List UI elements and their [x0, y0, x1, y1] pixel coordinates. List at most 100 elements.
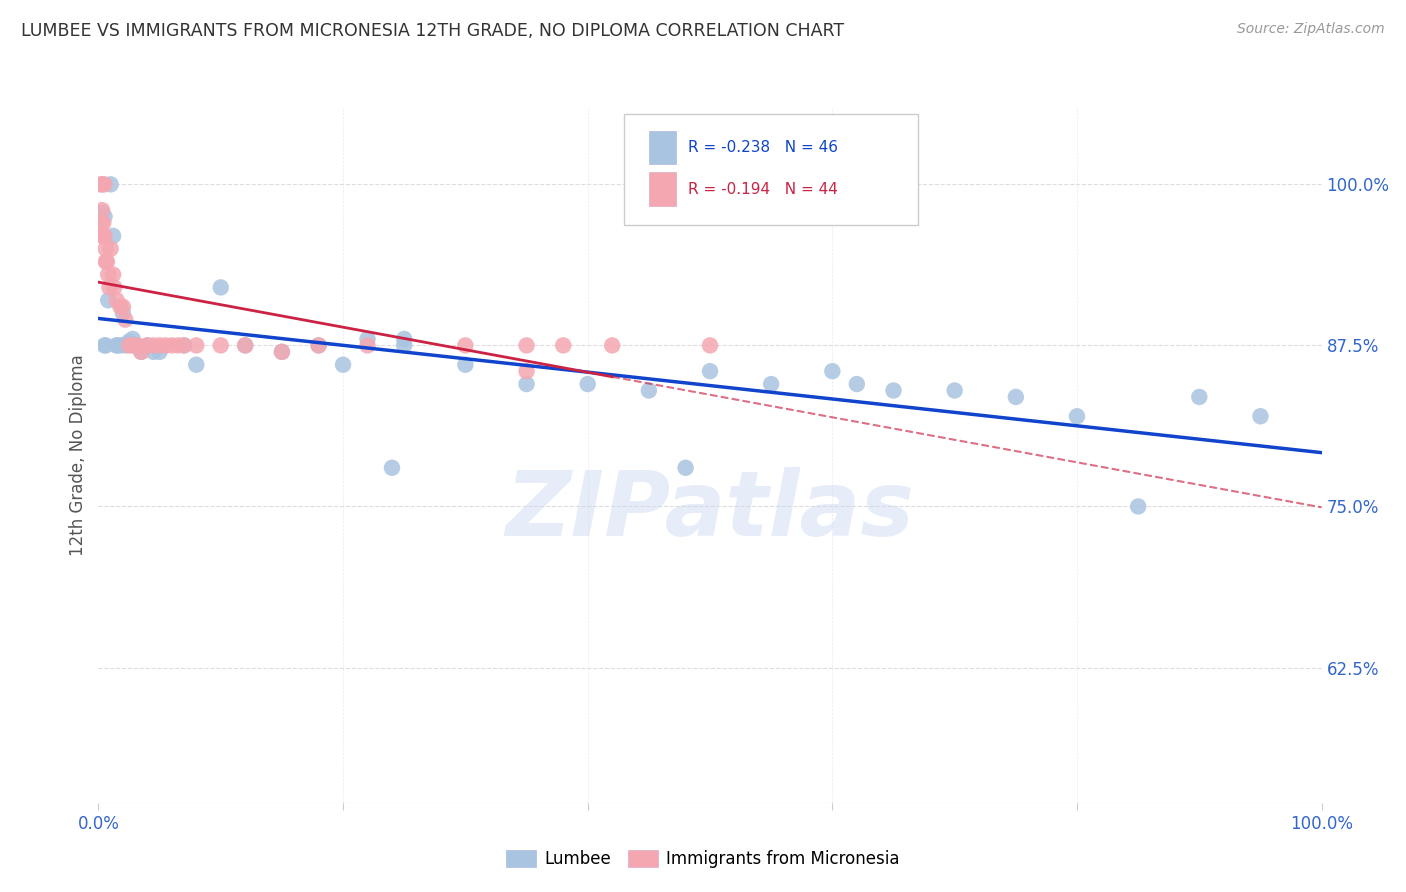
- Point: [91, 216, 114, 230]
- Point: [94, 254, 117, 268]
- Point: [675, 460, 697, 475]
- Point: [845, 377, 868, 392]
- Point: [105, 338, 128, 352]
- Point: [209, 338, 232, 352]
- Point: [308, 338, 330, 352]
- Point: [821, 364, 844, 378]
- Point: [1249, 409, 1271, 424]
- Point: [90, 216, 112, 230]
- Point: [97, 268, 120, 282]
- Point: [93, 178, 115, 192]
- FancyBboxPatch shape: [648, 172, 676, 206]
- Point: [129, 344, 152, 359]
- Point: [600, 338, 623, 352]
- Point: [94, 338, 117, 352]
- Point: [114, 312, 136, 326]
- Point: [1004, 390, 1026, 404]
- Point: [142, 344, 165, 359]
- Point: [98, 280, 121, 294]
- Point: [111, 306, 134, 320]
- Point: [93, 210, 115, 224]
- Point: [515, 338, 537, 352]
- Point: [392, 338, 416, 352]
- Point: [515, 377, 537, 392]
- Point: [149, 338, 172, 352]
- Point: [186, 338, 208, 352]
- Point: [943, 384, 966, 398]
- Point: [149, 344, 172, 359]
- Point: [454, 338, 477, 352]
- Point: [1188, 390, 1211, 404]
- Point: [91, 228, 114, 243]
- Point: [515, 364, 537, 378]
- Point: [91, 203, 114, 218]
- Point: [160, 338, 183, 352]
- Point: [173, 338, 195, 352]
- Point: [332, 358, 354, 372]
- Point: [101, 268, 124, 282]
- Point: [270, 344, 294, 359]
- Point: [167, 338, 190, 352]
- Text: Source: ZipAtlas.com: Source: ZipAtlas.com: [1237, 22, 1385, 37]
- Point: [100, 178, 122, 192]
- Point: [118, 338, 141, 352]
- FancyBboxPatch shape: [624, 114, 918, 226]
- Point: [91, 228, 114, 243]
- Point: [637, 384, 661, 398]
- Point: [381, 460, 404, 475]
- Point: [103, 280, 125, 294]
- Point: [186, 358, 208, 372]
- Point: [392, 332, 416, 346]
- Legend: Lumbee, Immigrants from Micronesia: Lumbee, Immigrants from Micronesia: [499, 843, 907, 875]
- Point: [356, 332, 378, 346]
- Point: [270, 344, 294, 359]
- Point: [454, 358, 477, 372]
- Point: [121, 332, 143, 346]
- Point: [576, 377, 599, 392]
- Point: [136, 338, 159, 352]
- Point: [129, 344, 152, 359]
- Point: [110, 300, 132, 314]
- Point: [96, 254, 118, 268]
- Point: [93, 228, 115, 243]
- Point: [105, 338, 128, 352]
- Text: R = -0.238   N = 46: R = -0.238 N = 46: [688, 140, 838, 155]
- Point: [356, 338, 378, 352]
- Point: [173, 338, 195, 352]
- Text: LUMBEE VS IMMIGRANTS FROM MICRONESIA 12TH GRADE, NO DIPLOMA CORRELATION CHART: LUMBEE VS IMMIGRANTS FROM MICRONESIA 12T…: [21, 22, 844, 40]
- Point: [233, 338, 256, 352]
- Point: [94, 242, 117, 256]
- Point: [118, 334, 141, 349]
- Point: [699, 364, 721, 378]
- Y-axis label: 12th Grade, No Diploma: 12th Grade, No Diploma: [69, 354, 87, 556]
- FancyBboxPatch shape: [648, 131, 676, 164]
- Point: [105, 293, 128, 308]
- Point: [114, 338, 136, 352]
- Point: [883, 384, 905, 398]
- Point: [699, 338, 721, 352]
- Point: [1128, 500, 1150, 514]
- Point: [91, 205, 114, 219]
- Point: [209, 280, 232, 294]
- Text: ZIPatlas: ZIPatlas: [506, 467, 914, 555]
- Point: [142, 338, 165, 352]
- Point: [1066, 409, 1088, 424]
- Point: [97, 293, 120, 308]
- Point: [136, 338, 159, 352]
- Point: [93, 338, 115, 352]
- Point: [761, 377, 783, 392]
- Point: [121, 338, 143, 352]
- Point: [110, 338, 132, 352]
- Point: [127, 338, 149, 352]
- Point: [100, 242, 122, 256]
- Point: [111, 300, 134, 314]
- Point: [101, 228, 124, 243]
- Point: [124, 338, 146, 352]
- Point: [233, 338, 256, 352]
- Point: [155, 338, 177, 352]
- Point: [90, 178, 112, 192]
- Point: [308, 338, 330, 352]
- Point: [91, 178, 114, 192]
- Point: [553, 338, 575, 352]
- Text: R = -0.194   N = 44: R = -0.194 N = 44: [688, 182, 838, 196]
